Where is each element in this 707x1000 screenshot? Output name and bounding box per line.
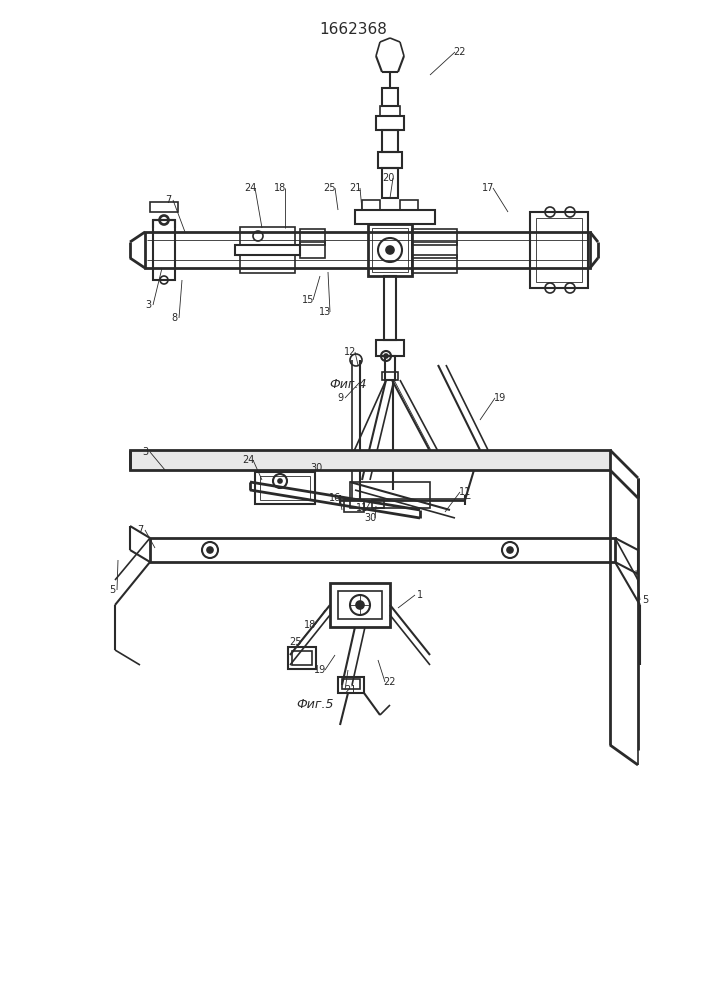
Text: 17: 17 — [481, 183, 494, 193]
Text: 19: 19 — [314, 665, 326, 675]
Bar — [150, 202, 178, 212]
Text: 13: 13 — [319, 307, 331, 317]
Text: 11: 11 — [459, 487, 471, 497]
Bar — [338, 677, 364, 693]
Bar — [240, 255, 295, 273]
Bar — [372, 228, 408, 272]
Bar — [260, 476, 310, 500]
Bar — [382, 168, 398, 198]
Bar — [384, 276, 396, 340]
Bar — [376, 340, 404, 356]
Bar — [376, 116, 404, 130]
Circle shape — [356, 601, 364, 609]
Bar — [153, 220, 175, 280]
Bar — [536, 218, 582, 282]
Text: 8: 8 — [171, 313, 177, 323]
Bar — [362, 200, 380, 210]
Bar — [292, 651, 312, 665]
Text: 18: 18 — [274, 183, 286, 193]
Bar — [330, 583, 390, 627]
Bar — [342, 679, 360, 689]
Bar — [400, 200, 418, 210]
Text: 3: 3 — [142, 447, 148, 457]
Bar — [255, 472, 315, 504]
Bar — [288, 647, 316, 669]
Text: 25: 25 — [324, 183, 337, 193]
Text: 11: 11 — [356, 503, 368, 513]
Bar — [382, 372, 398, 380]
Bar — [350, 482, 430, 508]
Bar — [382, 130, 398, 152]
Text: 7: 7 — [137, 525, 143, 535]
Circle shape — [507, 547, 513, 553]
Bar — [338, 591, 382, 619]
Bar — [355, 210, 435, 224]
Circle shape — [207, 547, 213, 553]
Bar — [412, 242, 457, 258]
Text: 30: 30 — [364, 513, 376, 523]
Text: Фиг.5: Фиг.5 — [296, 698, 334, 712]
Bar — [530, 212, 588, 288]
Text: 21: 21 — [349, 183, 361, 193]
Text: 24: 24 — [242, 455, 255, 465]
Text: 1: 1 — [417, 590, 423, 600]
Bar — [385, 356, 395, 380]
Text: 16: 16 — [329, 493, 341, 503]
Bar — [300, 229, 325, 245]
Text: 22: 22 — [384, 677, 396, 687]
Text: 9: 9 — [337, 393, 343, 403]
Bar — [150, 538, 615, 562]
Bar — [235, 245, 300, 255]
Bar — [412, 255, 457, 273]
Bar — [380, 106, 400, 116]
Circle shape — [384, 354, 388, 358]
Text: 18: 18 — [304, 620, 316, 630]
Bar — [372, 500, 384, 508]
Text: 15: 15 — [302, 295, 314, 305]
Bar — [382, 88, 398, 106]
Bar — [300, 242, 325, 258]
Text: 19: 19 — [494, 393, 506, 403]
Text: 12: 12 — [344, 347, 356, 357]
Bar — [368, 224, 412, 276]
Text: 24: 24 — [244, 183, 256, 193]
Bar — [145, 232, 590, 268]
Text: 3: 3 — [145, 300, 151, 310]
Text: 30: 30 — [310, 463, 322, 473]
Text: Фиг.4: Фиг.4 — [329, 378, 367, 391]
Bar — [240, 227, 295, 245]
Text: 21: 21 — [344, 685, 356, 695]
Circle shape — [278, 479, 282, 483]
Bar — [378, 152, 402, 168]
Bar — [412, 229, 457, 245]
Text: 20: 20 — [382, 173, 395, 183]
Text: 22: 22 — [454, 47, 466, 57]
Text: 1662368: 1662368 — [319, 22, 387, 37]
Bar — [130, 450, 610, 470]
Circle shape — [386, 246, 394, 254]
Text: 25: 25 — [288, 637, 301, 647]
Text: 5: 5 — [642, 595, 648, 605]
Text: 7: 7 — [165, 195, 171, 205]
Bar — [344, 500, 364, 512]
Text: 5: 5 — [109, 585, 115, 595]
